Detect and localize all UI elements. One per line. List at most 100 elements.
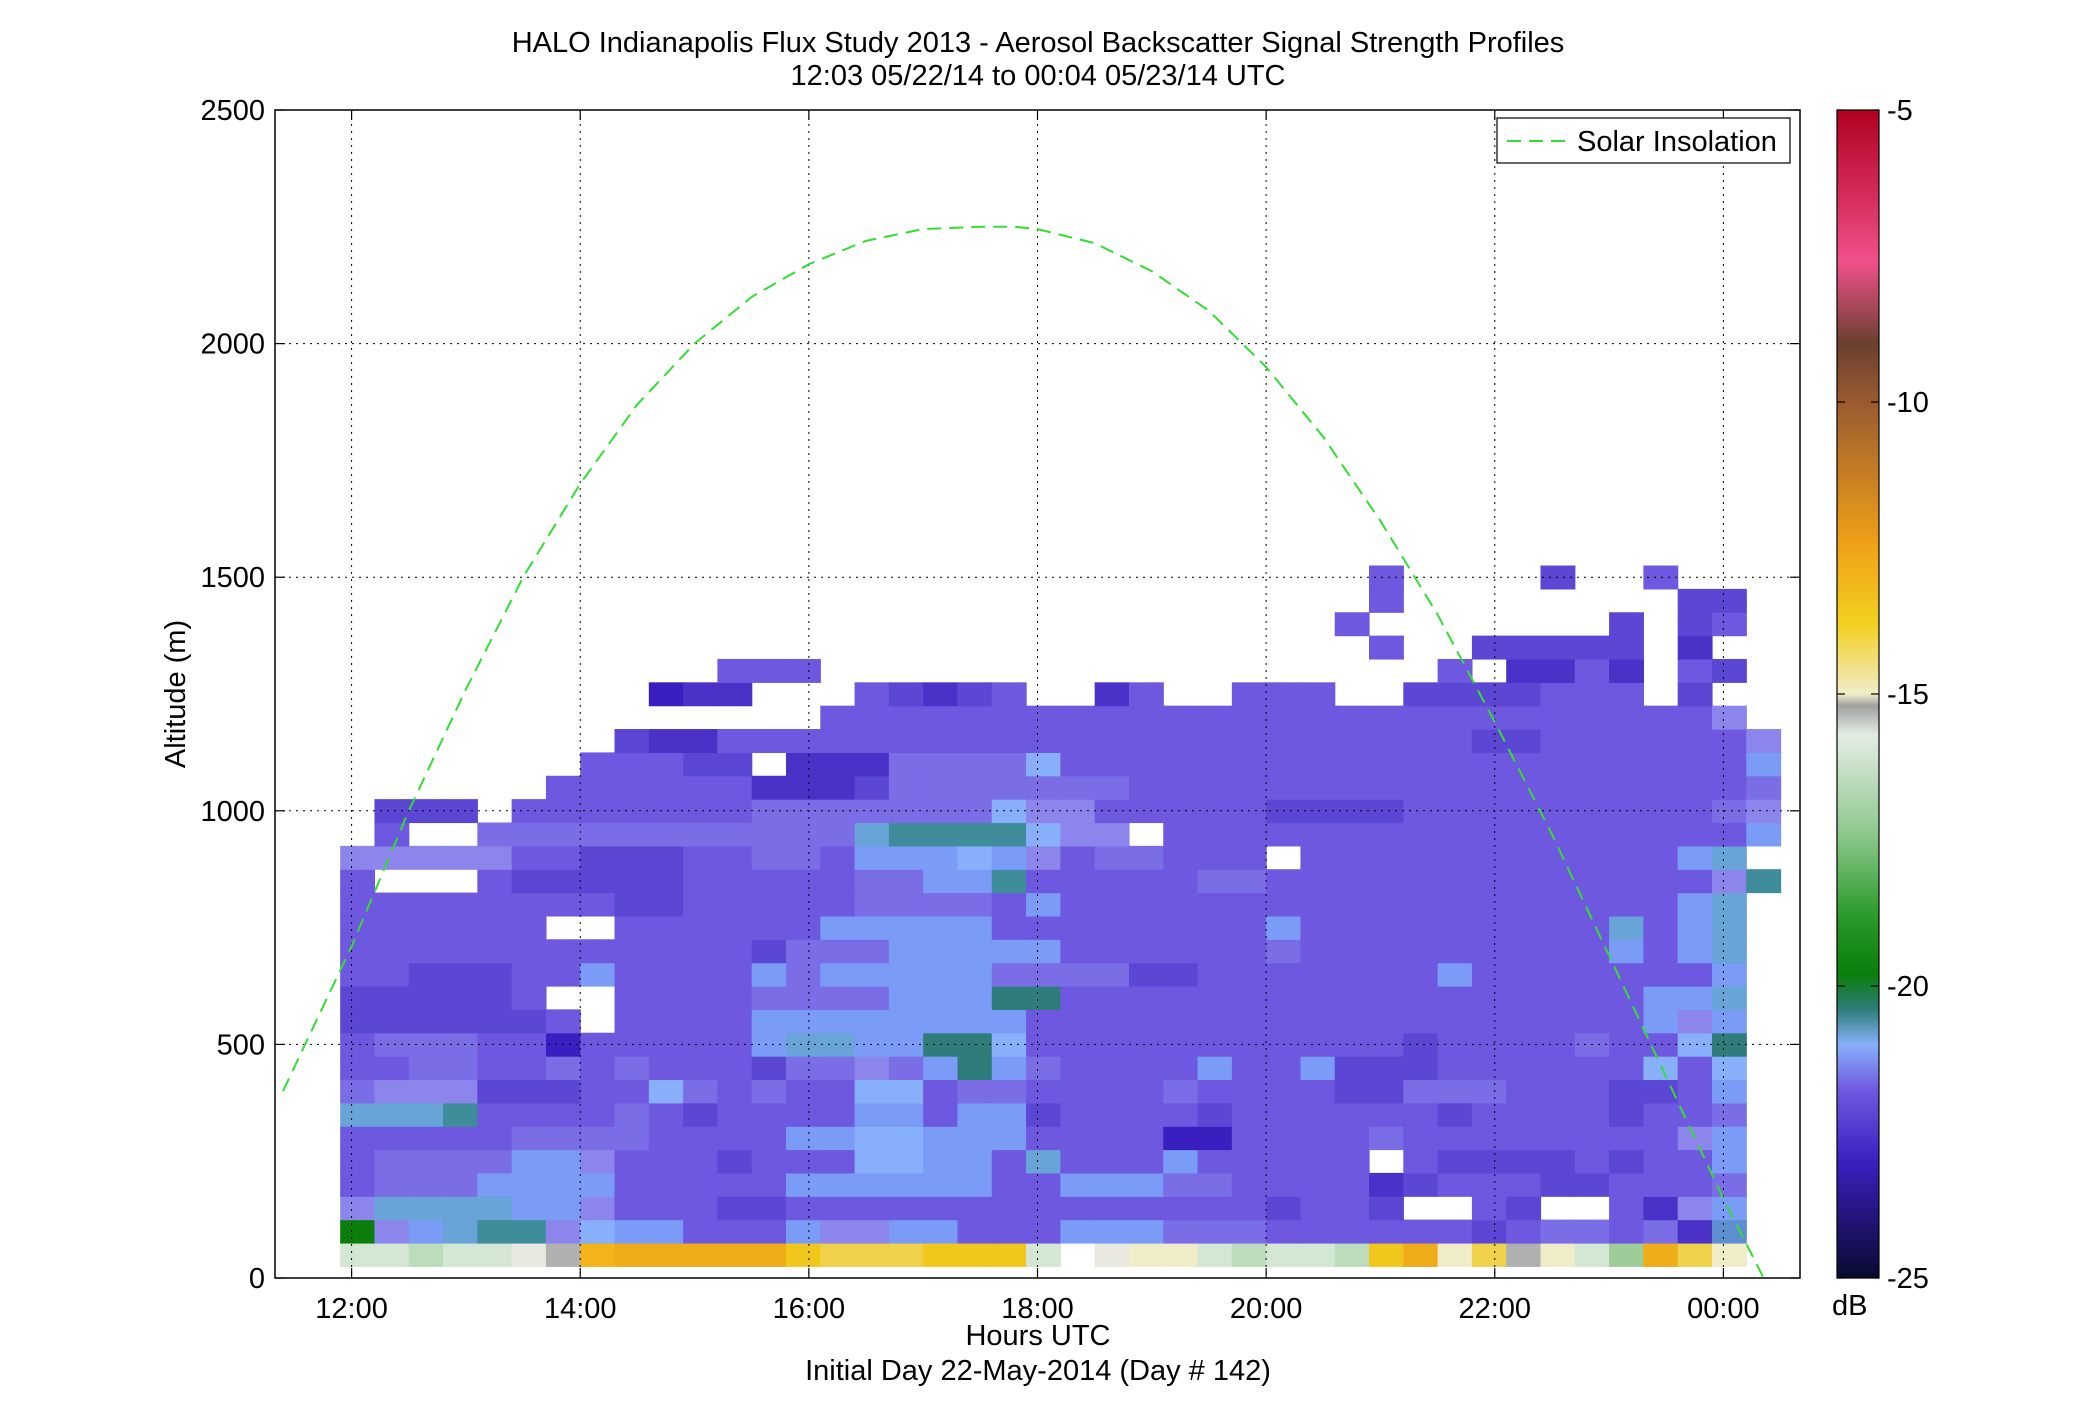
heatmap-cell xyxy=(1540,962,1576,987)
heatmap-cell xyxy=(477,892,513,917)
heatmap-cell xyxy=(408,892,444,917)
heatmap-cell xyxy=(820,1242,856,1267)
heatmap-cell xyxy=(1540,1009,1576,1034)
heatmap-cell xyxy=(1403,705,1439,730)
heatmap-cell xyxy=(443,1102,478,1127)
heatmap-cell xyxy=(717,775,753,800)
heatmap-cell xyxy=(923,1219,959,1244)
heatmap-cell xyxy=(1471,1079,1507,1104)
heatmap-cell xyxy=(717,799,753,824)
heatmap-cell xyxy=(854,892,890,917)
heatmap-cell xyxy=(854,1126,890,1151)
heatmap-cell xyxy=(957,752,993,777)
heatmap-cell xyxy=(374,822,410,847)
heatmap-cell xyxy=(888,1172,924,1197)
heatmap-cell xyxy=(408,799,444,824)
heatmap-cell xyxy=(683,869,719,894)
heatmap-cell xyxy=(751,1172,787,1197)
heatmap-cell xyxy=(1369,752,1404,777)
heatmap-cell xyxy=(888,1056,924,1081)
heatmap-cell xyxy=(1369,915,1404,940)
heatmap-cell xyxy=(1026,752,1061,777)
heatmap-cell xyxy=(511,845,547,870)
heatmap-cell xyxy=(820,1172,856,1197)
heatmap-cell xyxy=(1677,1149,1713,1174)
heatmap-cell xyxy=(1403,775,1439,800)
heatmap-cell xyxy=(683,1102,719,1127)
heatmap-cell xyxy=(648,939,684,964)
heatmap-cell xyxy=(1094,939,1130,964)
heatmap-cell xyxy=(1471,682,1507,707)
heatmap-cell xyxy=(717,1102,753,1127)
heatmap-cell xyxy=(1026,822,1061,847)
heatmap-cell xyxy=(614,1079,650,1104)
heatmap-cell xyxy=(820,822,856,847)
heatmap-cell xyxy=(751,1149,787,1174)
heatmap-cell xyxy=(991,775,1027,800)
heatmap-cell xyxy=(923,1009,959,1034)
heatmap-cell xyxy=(888,1102,924,1127)
grid-lines xyxy=(275,110,1800,1278)
heatmap-cell xyxy=(1128,962,1164,987)
heatmap-cell xyxy=(1540,869,1576,894)
heatmap-cell xyxy=(751,1196,787,1221)
heatmap-cell xyxy=(1266,986,1302,1010)
heatmap-cell xyxy=(1026,1079,1061,1104)
heatmap-cell xyxy=(340,1102,376,1127)
heatmap-cell xyxy=(1574,635,1610,660)
heatmap-cell xyxy=(477,1149,513,1174)
colorbar: -5 -10 -15 -20 -25 dB xyxy=(1832,95,1929,1322)
heatmap-cell xyxy=(1471,845,1507,870)
heatmap-cell xyxy=(991,1009,1027,1034)
heatmap-cell xyxy=(1128,775,1164,800)
heatmap-cell xyxy=(1677,1196,1713,1221)
heatmap-cell xyxy=(1163,1102,1199,1127)
heatmap-cell xyxy=(1643,1242,1679,1267)
heatmap-cell xyxy=(717,1242,753,1267)
heatmap-cell xyxy=(408,962,444,987)
heatmap-cell xyxy=(1369,962,1404,987)
heatmap-cell xyxy=(751,1079,787,1104)
heatmap-cell xyxy=(1437,986,1473,1010)
heatmap-cell xyxy=(1609,682,1644,707)
heatmap-cell xyxy=(888,869,924,894)
x-tick-label: 22:00 xyxy=(1458,1293,1531,1325)
heatmap-cell xyxy=(717,939,753,964)
heatmap-cell xyxy=(1677,729,1713,753)
colorbar-tick-label: -15 xyxy=(1887,679,1929,711)
heatmap-cell xyxy=(614,1126,650,1151)
heatmap-cell xyxy=(1197,962,1233,987)
heatmap-cell xyxy=(1300,1219,1336,1244)
heatmap-cell xyxy=(751,1102,787,1127)
heatmap-cell xyxy=(1437,729,1473,753)
heatmap-cell xyxy=(1643,915,1679,940)
heatmap-cell xyxy=(1643,822,1679,847)
heatmap-cell xyxy=(1334,1032,1370,1057)
heatmap-cell xyxy=(1060,1032,1096,1057)
heatmap-cell xyxy=(1746,729,1782,753)
heatmap-cell xyxy=(1677,799,1713,824)
heatmap-cell xyxy=(1471,822,1507,847)
heatmap-cell xyxy=(1300,892,1336,917)
heatmap-cell xyxy=(854,729,890,753)
heatmap-cell xyxy=(545,1126,581,1151)
heatmap-cell xyxy=(1711,752,1747,777)
heatmap-cell xyxy=(1677,986,1713,1010)
heatmap-cell xyxy=(1231,775,1267,800)
heatmap-cell xyxy=(957,1009,993,1034)
heatmap-cell xyxy=(1746,752,1782,777)
heatmap-cell xyxy=(923,1102,959,1127)
heatmap-cell xyxy=(614,892,650,917)
heatmap-cell xyxy=(786,1102,821,1127)
heatmap-cell xyxy=(1540,752,1576,777)
heatmap-cell xyxy=(1334,892,1370,917)
heatmap-cell xyxy=(1471,869,1507,894)
heatmap-cell xyxy=(1163,1056,1199,1081)
y-tick-label: 500 xyxy=(217,1029,265,1061)
heatmap-cell xyxy=(1163,1126,1199,1151)
heatmap-cell xyxy=(786,1126,821,1151)
heatmap-cell xyxy=(991,869,1027,894)
heatmap-cell xyxy=(340,1079,376,1104)
heatmap-cell xyxy=(1506,705,1542,730)
heatmap-cell xyxy=(820,915,856,940)
